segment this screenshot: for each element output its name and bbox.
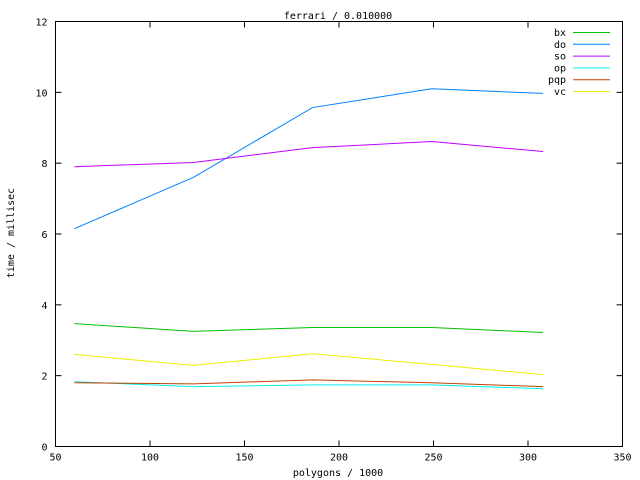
series-line-do [74,88,544,230]
legend-label-pqp: pqp [548,75,566,86]
x-axis-label: polygons / 1000 [293,468,383,479]
plot-frame [55,21,623,447]
y-tick-label: 2 [41,372,47,383]
y-tick-label: 0 [41,443,47,454]
x-tick-label: 300 [519,453,537,464]
series-line-vc [74,353,544,376]
series-line-so [74,141,544,168]
x-tick-label: 50 [49,453,61,464]
y-tick-label: 12 [35,18,47,29]
series-line-pqp [74,379,544,388]
y-tick-label: 4 [41,301,47,312]
y-axis-label: time / millisec [6,188,17,278]
x-tick-label: 100 [141,453,159,464]
x-tick-label: 150 [235,453,253,464]
x-tick-label: 200 [330,453,348,464]
series-line-op [74,381,544,390]
legend-label-do: do [554,40,566,51]
legend-label-so: so [554,52,566,63]
chart-title: ferrari / 0.010000 [284,11,392,22]
x-tick-label: 350 [613,453,631,464]
y-tick-label: 10 [35,88,47,99]
legend-label-op: op [554,63,566,74]
legend-label-bx: bx [554,28,566,39]
y-tick-label: 8 [41,159,47,170]
series-line-bx [74,323,544,333]
y-tick-label: 6 [41,230,47,241]
legend-label-vc: vc [554,87,566,98]
x-tick-label: 250 [424,453,442,464]
